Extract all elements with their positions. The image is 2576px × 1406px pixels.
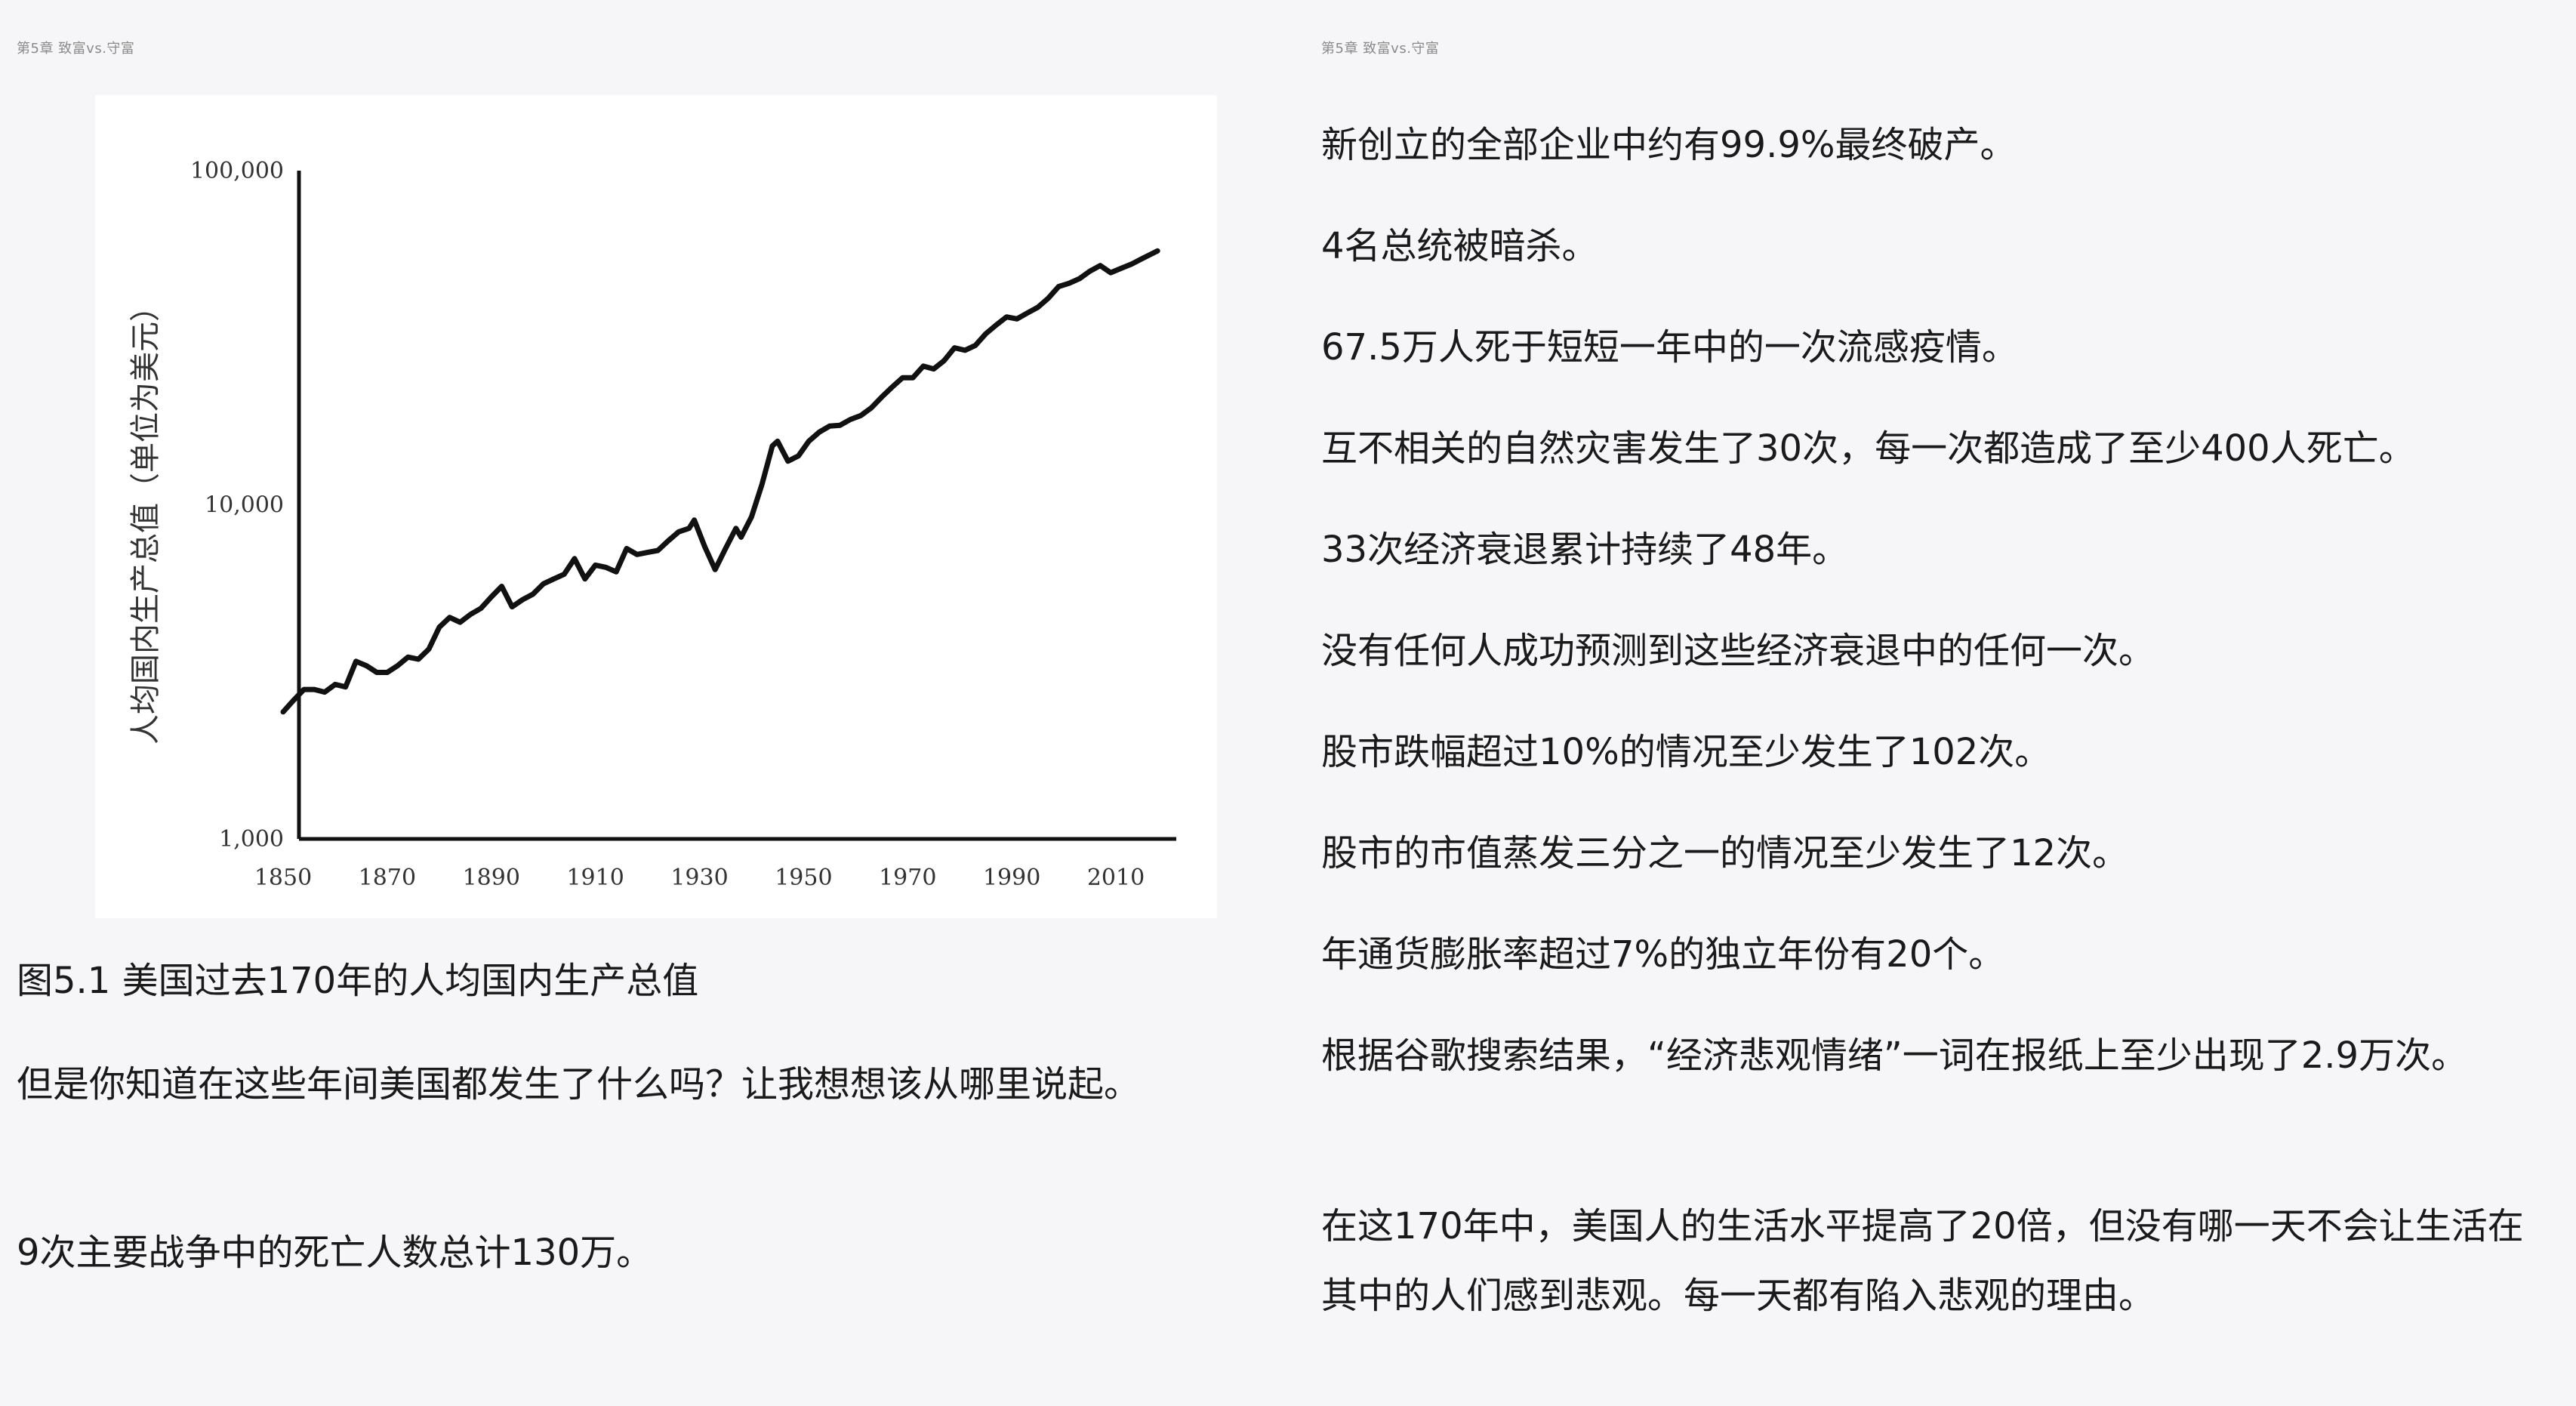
x-tick-label: 1850: [254, 865, 312, 891]
x-tick-labels: 1850 1870 1890 1910 1930 1950 1970 1990 2010: [254, 865, 1145, 891]
figure-caption: 图5.1 美国过去170年的人均国内生产总值: [17, 960, 699, 1002]
x-tick-label: 1950: [775, 865, 832, 891]
paragraph: 互不相关的自然灾害发生了30次，每一次都造成了至少400人死亡。: [1321, 427, 2415, 470]
paragraph: 9次主要战争中的死亡人数总计130万。: [17, 1232, 653, 1274]
y-axis-title: 人均国内生产总值（单位为美元）: [128, 291, 163, 745]
x-tick-label: 1930: [670, 865, 728, 891]
paragraph: 根据谷歌搜索结果，“经济悲观情绪”一词在报纸上至少出现了2.9万次。: [1321, 1034, 2468, 1077]
paragraph: 新创立的全部企业中约有99.9%最终破产。: [1321, 124, 2017, 166]
gdp-series-line: [280, 248, 1160, 715]
paragraph: 年通货膨胀率超过7%的独立年份有20个。: [1321, 933, 2005, 976]
x-tick-label: 1890: [463, 865, 520, 891]
x-tick-label: 1870: [359, 865, 416, 891]
figure-5-1: 1,000 10,000 100,000 1850 1870 1890 1910 1930 1…: [95, 95, 1217, 918]
x-tick-label: 1970: [879, 865, 936, 891]
running-head-left: 第5章 致富vs.守富: [17, 41, 135, 57]
paragraph: 但是你知道在这些年间美国都发生了什么吗？让我想想该从哪里说起。: [17, 1063, 1141, 1105]
x-tick-label: 1990: [983, 865, 1040, 891]
x-tick-label: 2010: [1087, 865, 1145, 891]
paragraph: 股市跌幅超过10%的情况至少发生了102次。: [1321, 731, 2051, 773]
right-page[interactable]: 第5章 致富vs.守富 新创立的全部企业中约有99.9%最终破产。 4名总统被暗…: [1288, 0, 2576, 1406]
paragraph: 股市的市值蒸发三分之一的情况至少发生了12次。: [1321, 832, 2129, 874]
y-tick-label: 10,000: [205, 492, 284, 519]
paragraph: 4名总统被暗杀。: [1321, 225, 1598, 267]
paragraph: 在这170年中，美国人的生活水平提高了20倍，但没有哪一天不会让生活在其中的人们…: [1321, 1205, 2524, 1317]
running-head-right: 第5章 致富vs.守富: [1321, 41, 1440, 57]
y-tick-labels: 1,000 10,000 100,000: [190, 158, 284, 853]
y-tick-label: 1,000: [219, 826, 284, 853]
paragraph: 67.5万人死于短短一年中的一次流感疫情。: [1321, 326, 2018, 368]
paragraph: 没有任何人成功预测到这些经济衰退中的任何一次。: [1321, 630, 2155, 672]
y-tick-label: 100,000: [190, 158, 284, 184]
x-tick-label: 1910: [566, 865, 624, 891]
paragraph: 33次经济衰退累计持续了48年。: [1321, 529, 1849, 571]
left-page[interactable]: 第5章 致富vs.守富 1,000 10,000 100,000 1850 1870 1…: [0, 0, 1288, 1406]
